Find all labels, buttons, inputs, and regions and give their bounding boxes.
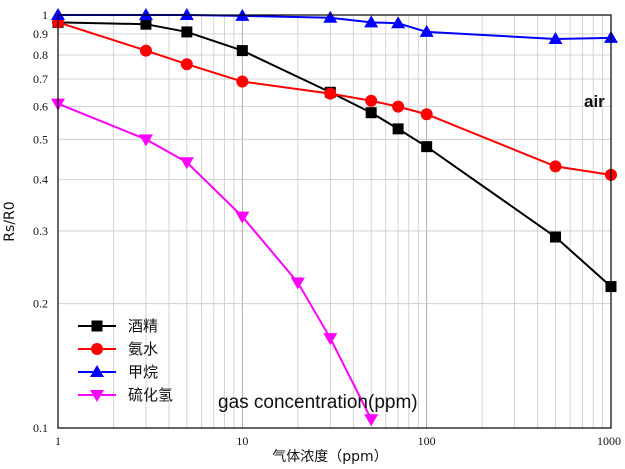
series-3: [51, 8, 618, 44]
legend-swatch-marker: [90, 390, 104, 402]
series-1-line: [57, 21, 612, 288]
series-3-point: [51, 8, 65, 20]
plot-frame: [57, 14, 612, 429]
series-1-point: [236, 45, 248, 57]
series-3-point: [138, 8, 153, 20]
series-1: [52, 16, 617, 293]
series-2-point: [392, 100, 405, 113]
legend-item: 硫化氢: [78, 386, 173, 404]
series-4-point: [290, 277, 305, 290]
legend-swatch-marker: [91, 320, 103, 332]
series-4: [51, 98, 379, 427]
legend-label: 甲烷: [128, 363, 158, 381]
series-1-point: [181, 26, 193, 38]
legend-label: 硫化氢: [128, 386, 173, 404]
series-3-point: [364, 15, 379, 28]
legend-item: 酒精: [78, 317, 158, 335]
series-2-point: [236, 75, 249, 88]
series-3-point: [323, 10, 338, 23]
series-4-point: [235, 211, 250, 224]
series-1-point: [140, 18, 152, 30]
legend-label: 氨水: [128, 340, 158, 358]
series-4-point: [179, 157, 194, 170]
y-tick-label: 0.1: [33, 421, 48, 435]
x-axis-title: 气体浓度（ppm）: [272, 449, 387, 465]
legend-swatch-marker: [91, 343, 103, 355]
y-tick-label: 1: [42, 8, 48, 22]
series-3-point: [548, 31, 563, 44]
y-tick-label: 0.5: [33, 132, 48, 146]
series-1-point: [392, 123, 404, 135]
air-annotation: air: [584, 92, 605, 111]
y-tick-label: 0.3: [33, 224, 48, 238]
series-1-point: [365, 107, 377, 119]
series-4-point: [323, 333, 338, 346]
series-3-point: [391, 16, 406, 29]
y-tick-label: 0.8: [33, 48, 48, 62]
series-2-point: [139, 44, 152, 57]
series-1-point: [550, 231, 562, 243]
y-axis-title: Rs/R0: [2, 201, 18, 241]
grid: [58, 15, 611, 428]
series-4-point: [364, 414, 379, 427]
series-4-point: [138, 134, 153, 147]
y-tick-label: 0.2: [33, 297, 48, 311]
series-2-point: [365, 94, 378, 107]
series-2-point: [324, 87, 337, 100]
y-tick-label: 0.7: [33, 72, 48, 86]
x-tick-label: 100: [418, 434, 436, 448]
series-1-point: [421, 141, 433, 153]
x-tick-label: 1: [55, 434, 61, 448]
x-tick-label: 10: [236, 434, 248, 448]
series-3-point: [179, 8, 194, 20]
series-2-point: [420, 108, 433, 121]
legend-label: 酒精: [128, 317, 158, 335]
series-2-point: [549, 160, 562, 173]
series-2-line: [57, 21, 612, 176]
legend-swatch-marker: [90, 365, 104, 377]
legend-item: 氨水: [78, 340, 158, 358]
y-tick-label: 0.6: [33, 100, 48, 114]
series-2-point: [180, 58, 193, 71]
gas-concentration-annotation: gas concentration(ppm): [218, 392, 418, 413]
y-tick-label: 0.9: [33, 27, 48, 41]
legend-item: 甲烷: [78, 363, 158, 381]
x-tick-label: 1000: [597, 434, 621, 448]
tick-labels: 1 10 100 1000 0.1 0.2 0.3 0.4 0.5 0.6 0.7 0.8 0.9 1: [33, 8, 621, 448]
series-3-point: [419, 24, 434, 37]
series-2: [52, 16, 617, 181]
y-tick-label: 0.4: [33, 172, 48, 186]
